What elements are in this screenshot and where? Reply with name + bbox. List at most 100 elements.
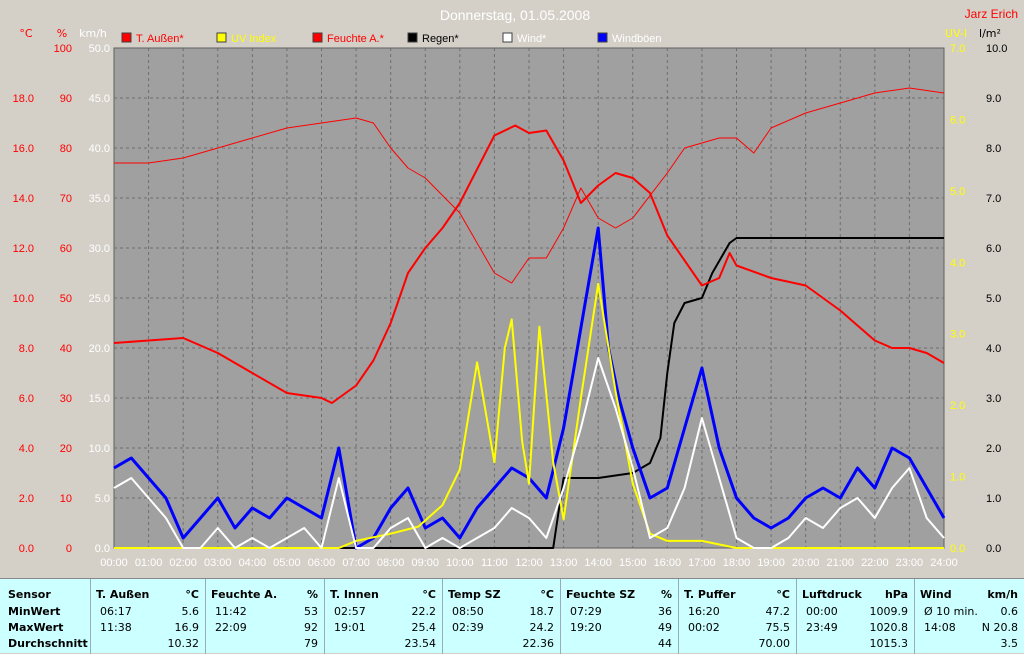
tick-temp: 4.0	[19, 443, 34, 455]
stats-min-value: 47.2	[765, 605, 791, 618]
stats-min-time: 06:17	[100, 605, 132, 618]
stats-max-time: 14:08	[924, 621, 956, 634]
tick-time: 21:00	[826, 557, 854, 569]
stats-col-name: Feuchte A.	[211, 588, 278, 601]
stats-min-label: MinWert	[8, 605, 61, 618]
tick-time: 19:00	[757, 557, 785, 569]
tick-rain: 1.0	[986, 493, 1001, 505]
tick-humidity: 0	[66, 543, 72, 555]
unit-temp: °C	[19, 27, 33, 40]
stats-separator	[324, 579, 325, 654]
tick-time: 00:00	[100, 557, 128, 569]
tick-temp: 16.0	[13, 143, 34, 155]
stats-col: T. Puffer °C 16:20 47.2 00:02 75.5 70.00	[678, 579, 796, 654]
stats-min-value: 22.2	[411, 605, 437, 618]
stats-col-unit: km/h	[987, 588, 1018, 601]
stats-avg-value: 44	[658, 637, 672, 650]
tick-time: 05:00	[273, 557, 301, 569]
tick-rain: 9.0	[986, 93, 1001, 105]
stats-min-value: 53	[304, 605, 318, 618]
stats-avg-value: 10.32	[167, 637, 200, 650]
stats-min-time: 08:50	[452, 605, 484, 618]
stats-max-value: 24.2	[529, 621, 555, 634]
stats-min-value: 0.6	[1000, 605, 1019, 618]
tick-time: 15:00	[619, 557, 647, 569]
stats-col-unit: hPa	[884, 588, 908, 601]
stats-col-name: T. Innen	[330, 588, 379, 601]
stats-col-name: T. Außen	[96, 588, 150, 601]
stats-max-value: 25.4	[411, 621, 437, 634]
stats-avg-label: Durchschnitt	[8, 637, 88, 650]
series-layer	[113, 87, 946, 550]
stats-max-value: N 20.8	[981, 621, 1018, 634]
stats-avg-value: 1015.3	[869, 637, 909, 650]
tick-rain: 4.0	[986, 343, 1001, 355]
stats-max-time: 19:20	[570, 621, 602, 634]
stats-col-unit: %	[660, 588, 672, 601]
tick-time: 12:00	[515, 557, 543, 569]
tick-time: 02:00	[169, 557, 197, 569]
unit-wind: km/h	[79, 27, 107, 40]
tick-humidity: 70	[60, 193, 72, 205]
legend-label: Wind*	[517, 33, 547, 45]
tick-wind: 15.0	[89, 393, 110, 405]
unit-uv: UV-I	[945, 27, 967, 40]
stats-max-time: 22:09	[215, 621, 247, 634]
stats-max-value: 16.9	[174, 621, 200, 634]
stats-col-name: Feuchte SZ	[566, 588, 636, 601]
tick-wind: 25.0	[89, 293, 110, 305]
stats-min-time: 00:00	[806, 605, 838, 618]
tick-humidity: 80	[60, 143, 72, 155]
tick-time: 14:00	[584, 557, 612, 569]
stats-max-value: 75.5	[765, 621, 791, 634]
legend-swatch	[502, 32, 513, 43]
stats-min-time: Ø 10 min.	[924, 605, 978, 618]
tick-rain: 10.0	[986, 43, 1007, 55]
stats-min-value: 1009.9	[869, 605, 909, 618]
tick-time: 23:00	[896, 557, 924, 569]
tick-temp: 18.0	[13, 93, 34, 105]
tick-uv: 0.0	[950, 543, 965, 555]
tick-time: 04:00	[239, 557, 267, 569]
legend-label: UV Index	[231, 33, 277, 45]
stats-min-value: 36	[658, 605, 672, 618]
stats-col-name: Temp SZ	[448, 588, 501, 601]
author-label: Jarz Erich	[965, 7, 1018, 21]
legend-label: Feuchte A.*	[327, 33, 385, 45]
tick-time: 08:00	[377, 557, 405, 569]
chart-legend: T. Außen* UV Index Feuchte A.* Regen* Wind* W…	[121, 32, 662, 45]
tick-time: 01:00	[135, 557, 163, 569]
tick-time: 06:00	[308, 557, 336, 569]
stats-max-time: 19:01	[334, 621, 366, 634]
tick-wind: 35.0	[89, 193, 110, 205]
legend-swatch	[597, 32, 608, 43]
stats-col: Luftdruck hPa 00:00 1009.9 23:49 1020.8 1015.3	[796, 579, 914, 654]
tick-uv: 6.0	[950, 114, 965, 126]
unit-humidity: %	[57, 27, 67, 40]
stats-separator	[205, 579, 206, 654]
stats-sensor-header: Sensor	[8, 588, 51, 601]
legend-swatch	[312, 32, 323, 43]
stats-col-unit: °C	[422, 588, 436, 601]
tick-temp: 14.0	[13, 193, 34, 205]
stats-max-value: 1020.8	[869, 621, 909, 634]
tick-rain: 7.0	[986, 193, 1001, 205]
tick-uv: 3.0	[950, 329, 965, 341]
series-feuchtea	[114, 87, 945, 284]
tick-uv: 2.0	[950, 400, 965, 412]
stats-min-time: 16:20	[688, 605, 720, 618]
stats-avg-value: 79	[304, 637, 318, 650]
stats-max-time: 23:49	[806, 621, 838, 634]
tick-time: 07:00	[342, 557, 370, 569]
stats-separator	[914, 579, 915, 654]
stats-max-value: 49	[658, 621, 672, 634]
stats-min-value: 5.6	[181, 605, 200, 618]
stats-min-time: 07:29	[570, 605, 602, 618]
stats-separator	[678, 579, 679, 654]
stats-max-value: 92	[304, 621, 318, 634]
tick-humidity: 20	[60, 443, 72, 455]
legend-label: Regen*	[422, 33, 459, 45]
tick-time: 03:00	[204, 557, 232, 569]
stats-separator	[560, 579, 561, 654]
tick-wind: 45.0	[89, 93, 110, 105]
